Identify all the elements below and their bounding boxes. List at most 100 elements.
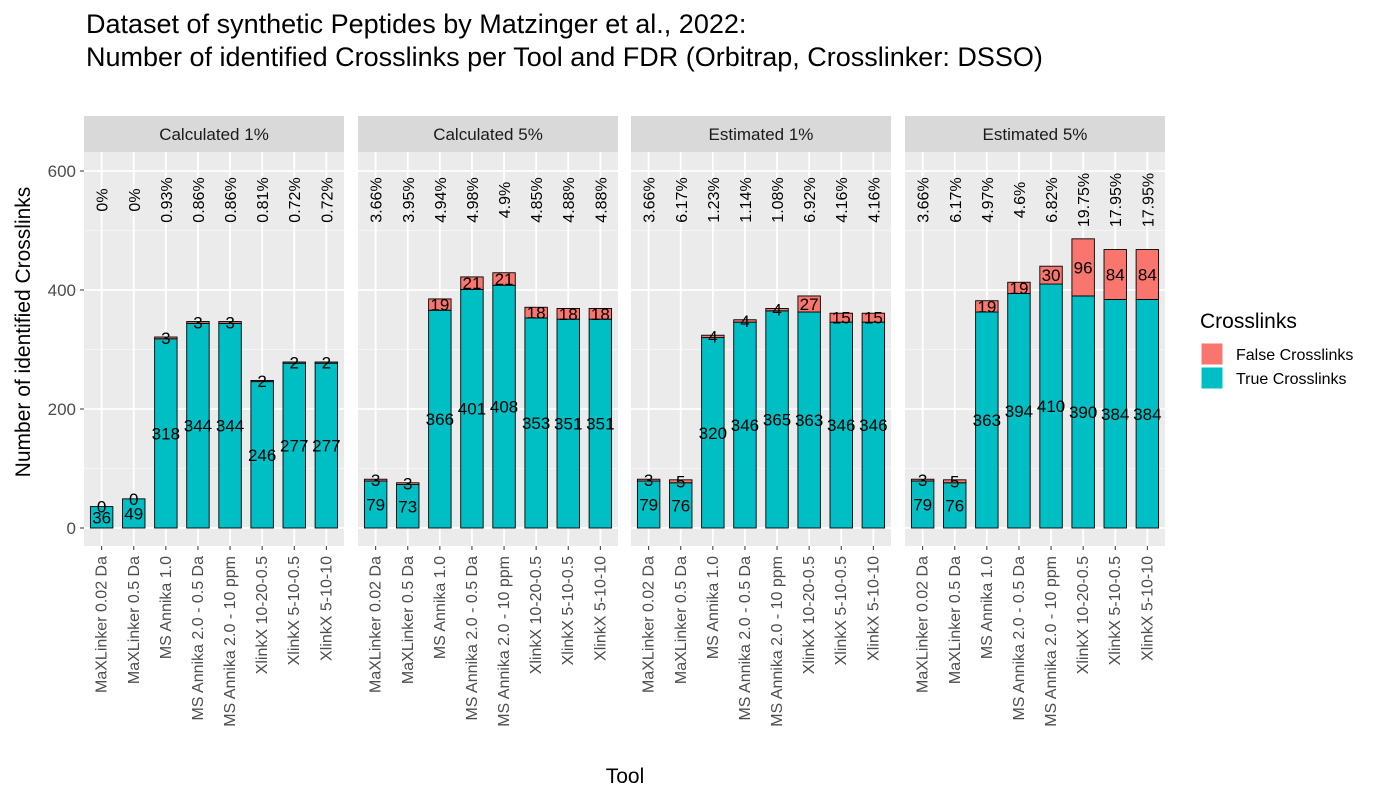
- false-count-label: 19: [1009, 279, 1028, 298]
- true-count-label: 346: [731, 416, 759, 435]
- fdr-percent-label: 0.81%: [255, 177, 272, 222]
- fdr-percent-label: 19.75%: [1076, 173, 1093, 227]
- false-count-label: 15: [864, 309, 883, 328]
- false-count-label: 3: [161, 329, 170, 348]
- true-count-label: 346: [859, 416, 887, 435]
- bar-false-crosslinks: [765, 307, 789, 312]
- fdr-percent-label: 0.86%: [223, 177, 240, 222]
- bar-false-crosslinks: [669, 479, 693, 484]
- x-tick-label: XlinkX 5-10-0.5: [833, 556, 850, 665]
- facet-panel: Estimated 5% 79 3 3.66% MaXLinker 0.02 Da 76 5…: [905, 116, 1165, 727]
- y-tick-label: 0: [67, 519, 76, 538]
- true-count-label: 318: [152, 424, 180, 443]
- legend: Crosslinks False Crosslinks True Crosslin…: [1200, 310, 1353, 390]
- fdr-percent-label: 6.17%: [948, 177, 965, 222]
- facet-strip: [631, 116, 891, 152]
- fdr-percent-label: 3.66%: [369, 177, 386, 222]
- true-count-label: 363: [795, 411, 823, 430]
- fdr-percent-label: 0%: [127, 188, 144, 211]
- fdr-percent-label: 4.85%: [529, 177, 546, 222]
- facet-strip-label: Estimated 5%: [983, 125, 1088, 144]
- bar-false-crosslinks: [218, 321, 242, 324]
- true-count-label: 277: [280, 437, 308, 456]
- fdr-percent-label: 0.72%: [319, 177, 336, 222]
- bar-false-crosslinks: [396, 482, 420, 486]
- y-axis-title: Number of identified Crosslinks: [12, 187, 35, 478]
- bar-false-crosslinks: [282, 361, 306, 364]
- false-count-label: 18: [559, 305, 578, 324]
- fdr-percent-label: 4.97%: [980, 177, 997, 222]
- bar-false-crosslinks: [910, 478, 935, 482]
- fdr-percent-label: 4.94%: [433, 177, 450, 222]
- x-tick-label: MaXLinker 0.02 Da: [368, 556, 385, 693]
- false-count-label: 2: [322, 354, 331, 373]
- x-tick-label: XlinkX 10-20-0.5: [528, 556, 545, 674]
- true-count-label: 384: [1133, 405, 1161, 424]
- fdr-percent-label: 4.88%: [561, 177, 578, 222]
- bar-false-crosslinks: [829, 312, 853, 323]
- x-tick-label: MS Annika 2.0 - 0.5 Da: [737, 556, 754, 721]
- true-count-label: 277: [312, 437, 340, 456]
- facet-strip: [358, 116, 618, 152]
- false-count-label: 5: [950, 472, 959, 491]
- fdr-percent-label: 4.88%: [593, 177, 610, 222]
- false-count-label: 2: [257, 372, 266, 391]
- y-tick-label: 400: [48, 281, 76, 300]
- x-tick-label: MS Annika 2.0 - 0.5 Da: [464, 556, 481, 721]
- fdr-percent-label: 3.66%: [642, 177, 659, 222]
- true-count-label: 246: [248, 446, 276, 465]
- true-count-label: 351: [586, 415, 614, 434]
- fdr-percent-label: 4.16%: [834, 177, 851, 222]
- bar-false-crosslinks: [588, 307, 613, 320]
- fdr-percent-label: 0.93%: [159, 177, 176, 222]
- true-count-label: 390: [1069, 403, 1097, 422]
- legend-entry-label: False Crosslinks: [1236, 347, 1353, 364]
- x-tick-label: XlinkX 5-10-10: [318, 556, 335, 661]
- facet-panel: Calculated 5% 79 3 3.66% MaXLinker 0.02 Da 73…: [358, 116, 618, 727]
- false-count-label: 3: [225, 313, 234, 332]
- x-tick-label: XlinkX 5-10-0.5: [286, 556, 303, 665]
- y-tick-label: 200: [48, 400, 76, 419]
- true-count-label: 366: [426, 410, 454, 429]
- false-count-label: 5: [676, 472, 685, 491]
- bar-false-crosslinks: [1007, 281, 1031, 295]
- true-count-label: 73: [398, 497, 417, 516]
- true-count-label: 344: [184, 417, 212, 436]
- bar-false-crosslinks: [1039, 265, 1063, 285]
- x-tick-label: MS Annika 1.0: [158, 556, 175, 659]
- fdr-percent-label: 0.72%: [287, 177, 304, 222]
- bar-false-crosslinks: [186, 321, 210, 324]
- x-axis-title: Tool: [606, 765, 645, 788]
- false-count-label: 3: [193, 313, 202, 332]
- bar-false-crosslinks: [701, 334, 725, 339]
- x-tick-label: MS Annika 2.0 - 10 ppm: [222, 556, 239, 727]
- bar-false-crosslinks: [1071, 238, 1095, 297]
- bar-false-crosslinks: [1103, 249, 1127, 300]
- fdr-percent-label: 17.95%: [1140, 173, 1157, 227]
- x-tick-label: XlinkX 10-20-0.5: [801, 556, 818, 674]
- false-count-label: 3: [644, 471, 653, 490]
- bar-false-crosslinks: [460, 276, 484, 290]
- true-count-label: 410: [1037, 397, 1065, 416]
- false-count-label: 19: [430, 296, 449, 315]
- false-count-label: 3: [403, 475, 412, 494]
- fdr-percent-label: 4.16%: [866, 177, 883, 222]
- x-tick-label: MaXLinker 0.02 Da: [915, 556, 932, 693]
- bar-false-crosslinks: [250, 379, 274, 383]
- bar-false-crosslinks: [636, 478, 661, 482]
- x-tick-label: XlinkX 5-10-10: [592, 556, 609, 661]
- x-tick-label: XlinkX 10-20-0.5: [254, 556, 271, 674]
- facet-strip-label: Calculated 5%: [433, 125, 543, 144]
- bar-true-crosslinks: [89, 506, 114, 529]
- x-tick-label: MS Annika 2.0 - 10 ppm: [769, 556, 786, 727]
- fdr-percent-label: 1.23%: [706, 177, 723, 222]
- legend-key: [1200, 366, 1224, 390]
- true-count-label: 363: [973, 411, 1001, 430]
- x-tick-label: MaXLinker 0.5 Da: [947, 556, 964, 684]
- true-count-label: 353: [522, 414, 550, 433]
- fdr-percent-label: 6.17%: [674, 177, 691, 222]
- false-count-label: 84: [1106, 266, 1125, 285]
- false-count-label: 19: [977, 297, 996, 316]
- false-count-label: 4: [772, 301, 781, 320]
